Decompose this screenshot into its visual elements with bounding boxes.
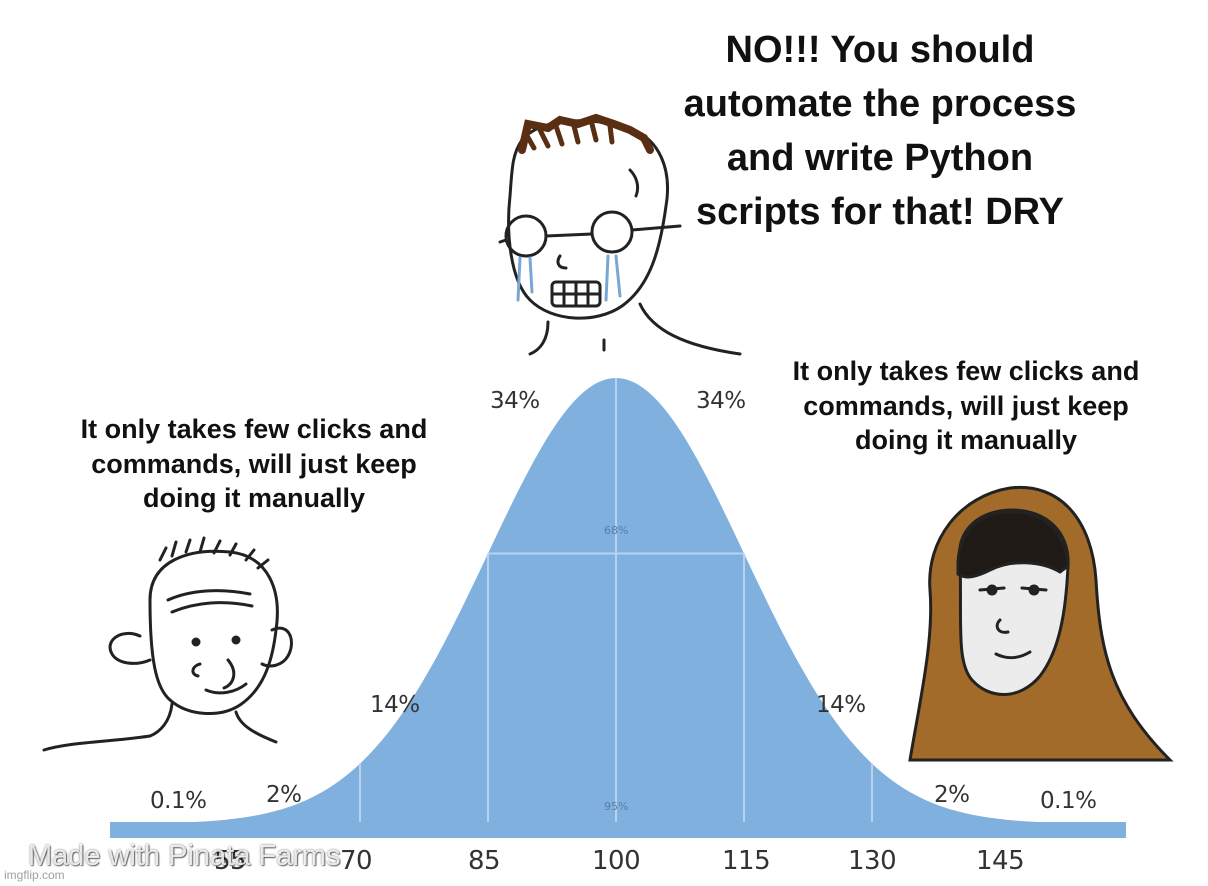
percent-label-far-right: 0.1% — [1040, 788, 1097, 814]
top-caption-line: scripts for that! DRY — [695, 190, 1065, 233]
left-caption-line: doing it manually — [142, 483, 365, 514]
percent-label-far-left: 0.1% — [150, 788, 207, 814]
top-caption-line: NO!!! You should — [725, 29, 1035, 71]
axis-tick-label: 130 — [848, 846, 897, 876]
axis-tick-label: 115 — [722, 846, 771, 876]
imgflip-watermark: imgflip.com — [4, 868, 65, 882]
middle-character-drawing — [498, 113, 742, 356]
top-caption: NO!!! You should automate the process an… — [600, 24, 1160, 240]
right-caption-line: It only takes few clicks and — [792, 356, 1140, 386]
axis-tick-label: 70 — [340, 846, 373, 876]
inner-label-95: 95% — [604, 800, 629, 813]
left-caption-line: It only takes few clicks and — [80, 414, 428, 444]
bell-curve — [110, 378, 1126, 824]
left-character-drawing — [42, 536, 293, 752]
percent-label-right-34: 34% — [696, 388, 746, 414]
axis-tick-label: 145 — [976, 846, 1025, 876]
percent-label-right-2: 2% — [934, 782, 970, 808]
axis-tick-label: 100 — [592, 846, 641, 876]
axis-tick-label: 85 — [468, 846, 501, 876]
percent-label-left-14: 14% — [370, 692, 420, 718]
percent-label-left-2: 2% — [266, 782, 302, 808]
pinata-farms-watermark: Made with Pinata Farms — [28, 840, 341, 872]
axis-tick-label: 55 — [214, 846, 247, 876]
inner-label-68: 68% — [604, 524, 629, 537]
percent-label-left-34: 34% — [490, 388, 540, 414]
left-caption-line: commands, will just keep — [91, 448, 417, 479]
axis-baseline — [110, 822, 1126, 838]
right-caption: It only takes few clicks and commands, w… — [716, 354, 1208, 458]
right-caption-line: commands, will just keep — [803, 390, 1129, 421]
top-caption-line: automate the process — [683, 82, 1077, 125]
top-caption-line: and write Python — [726, 136, 1034, 179]
right-character-drawing — [908, 485, 1174, 762]
right-caption-line: doing it manually — [854, 425, 1077, 456]
std-dev-lines — [359, 378, 873, 824]
percent-label-right-14: 14% — [816, 692, 866, 718]
left-caption: It only takes few clicks and commands, w… — [14, 412, 494, 516]
